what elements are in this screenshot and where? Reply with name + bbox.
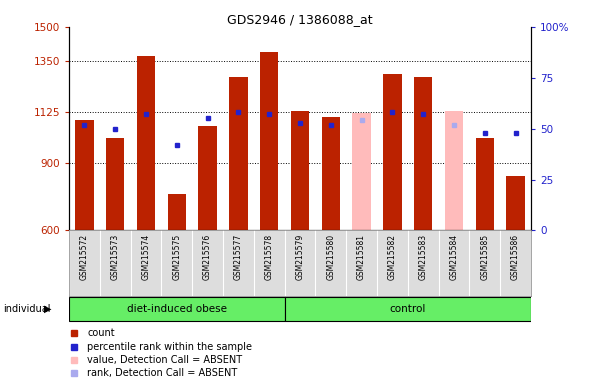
Text: percentile rank within the sample: percentile rank within the sample: [88, 341, 253, 352]
Bar: [445, 111, 463, 230]
Bar: [506, 176, 525, 230]
Text: GSM215585: GSM215585: [481, 233, 490, 280]
Text: GSM215580: GSM215580: [326, 233, 335, 280]
Bar: [106, 138, 124, 230]
Bar: [199, 126, 217, 230]
Text: GSM215578: GSM215578: [265, 233, 274, 280]
Text: GSM215573: GSM215573: [111, 233, 120, 280]
Text: individual: individual: [3, 304, 50, 314]
Text: ▶: ▶: [44, 304, 52, 314]
Bar: [352, 113, 371, 230]
Text: GSM215581: GSM215581: [357, 233, 366, 280]
Bar: [414, 77, 433, 230]
Bar: [476, 138, 494, 230]
Text: value, Detection Call = ABSENT: value, Detection Call = ABSENT: [88, 355, 242, 365]
Text: count: count: [88, 328, 115, 338]
Title: GDS2946 / 1386088_at: GDS2946 / 1386088_at: [227, 13, 373, 26]
Text: GSM215572: GSM215572: [80, 233, 89, 280]
Text: GSM215579: GSM215579: [296, 233, 305, 280]
Bar: [322, 118, 340, 230]
Text: GSM215574: GSM215574: [142, 233, 151, 280]
Text: GSM215576: GSM215576: [203, 233, 212, 280]
Text: GSM215582: GSM215582: [388, 233, 397, 280]
Text: GSM215586: GSM215586: [511, 233, 520, 280]
Text: GSM215584: GSM215584: [449, 233, 458, 280]
Text: diet-induced obese: diet-induced obese: [127, 304, 227, 314]
Bar: [260, 52, 278, 230]
Bar: [137, 56, 155, 230]
Bar: [284, 297, 531, 321]
Text: GSM215577: GSM215577: [234, 233, 243, 280]
Text: rank, Detection Call = ABSENT: rank, Detection Call = ABSENT: [88, 368, 238, 379]
Text: GSM215575: GSM215575: [172, 233, 181, 280]
Text: control: control: [389, 304, 426, 314]
Bar: [291, 111, 309, 230]
Bar: [69, 297, 284, 321]
Text: GSM215583: GSM215583: [419, 233, 428, 280]
Bar: [75, 119, 94, 230]
Bar: [167, 194, 186, 230]
Bar: [383, 74, 401, 230]
Bar: [229, 77, 248, 230]
